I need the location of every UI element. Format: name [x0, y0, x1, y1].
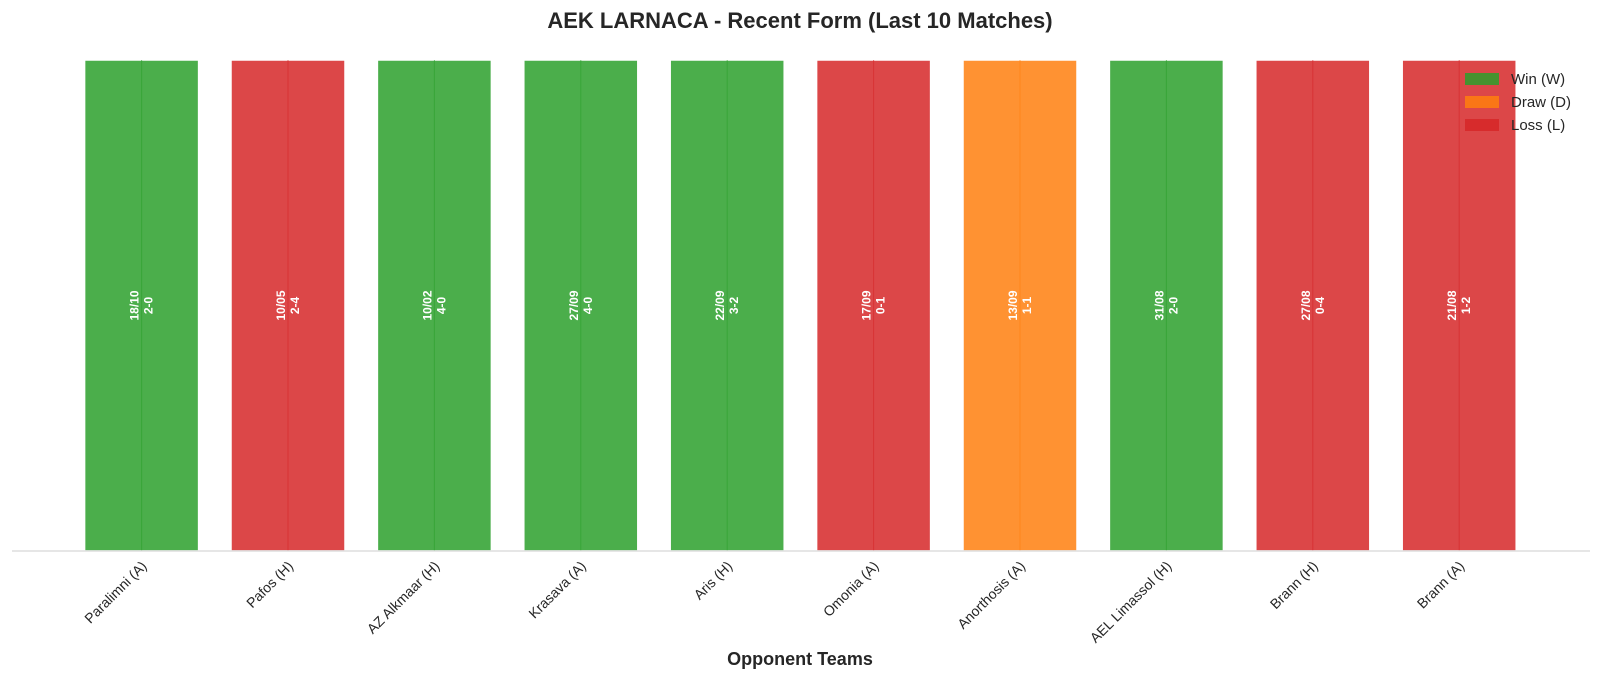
bar-label-9: 27/080-4 [1299, 290, 1327, 320]
bar-label-7: 13/091-1 [1006, 290, 1034, 320]
x-tick-label-4: Krasava (A) [525, 558, 589, 622]
x-axis-label: Opponent Teams [727, 649, 873, 669]
bar-label-3: 10/024-0 [420, 290, 448, 320]
bar-score-9: 0-4 [1313, 297, 1327, 315]
bar-date-9: 27/08 [1299, 290, 1313, 320]
bar-date-3: 10/02 [420, 290, 434, 320]
bar-date-6: 17/09 [860, 290, 874, 320]
chart-title: AEK LARNACA - Recent Form (Last 10 Match… [547, 8, 1052, 33]
x-tick-label-2: Pafos (H) [243, 558, 296, 611]
legend-label-l: Loss (L) [1511, 117, 1565, 134]
x-tick-label-8: AEL Limassol (H) [1087, 558, 1175, 646]
bar-label-1: 18/102-0 [128, 290, 156, 320]
legend: Win (W) Draw (D) Loss (L) [1465, 71, 1571, 134]
bar-score-3: 4-0 [434, 297, 448, 315]
bar-score-10: 1-2 [1459, 297, 1473, 315]
bar-date-5: 22/09 [713, 290, 727, 320]
bar-score-1: 2-0 [142, 297, 156, 315]
bar-label-10: 21/081-2 [1445, 290, 1473, 320]
bar-date-8: 31/08 [1152, 290, 1166, 320]
bar-date-1: 18/10 [128, 290, 142, 320]
x-tick-label-9: Brann (H) [1267, 558, 1321, 612]
legend-label-w: Win (W) [1511, 71, 1565, 88]
legend-swatch-d [1465, 96, 1499, 108]
bar-labels-group: 18/102-0 10/052-4 10/024-0 27/094-0 22/093-2… [128, 290, 1474, 320]
x-tick-label-10: Brann (A) [1414, 558, 1468, 612]
bar-label-6: 17/090-1 [860, 290, 888, 320]
x-tick-label-5: Aris (H) [690, 558, 735, 603]
x-tick-labels: Paralimni (A) Pafos (H) AZ Alkmaar (H) Kras… [81, 558, 1467, 646]
x-tick-label-6: Omonia (A) [820, 558, 882, 620]
bar-date-7: 13/09 [1006, 290, 1020, 320]
bar-label-8: 31/082-0 [1152, 290, 1180, 320]
bar-score-7: 1-1 [1020, 297, 1034, 315]
x-tick-label-3: AZ Alkmaar (H) [364, 558, 443, 637]
legend-swatch-l [1465, 119, 1499, 131]
bar-score-8: 2-0 [1166, 297, 1180, 315]
x-tick-label-7: Anorthosis (A) [954, 558, 1028, 632]
bar-score-6: 0-1 [874, 297, 888, 315]
bar-score-5: 3-2 [727, 297, 741, 315]
bar-score-4: 4-0 [581, 297, 595, 315]
bar-date-2: 10/05 [274, 290, 288, 320]
x-tick-label-1: Paralimni (A) [81, 558, 150, 627]
bar-label-5: 22/093-2 [713, 290, 741, 320]
bar-label-4: 27/094-0 [567, 290, 595, 320]
legend-label-d: Draw (D) [1511, 94, 1571, 111]
bar-date-10: 21/08 [1445, 290, 1459, 320]
bar-date-4: 27/09 [567, 290, 581, 320]
bars-group [83, 59, 1517, 552]
bar-label-2: 10/052-4 [274, 290, 302, 320]
bar-score-2: 2-4 [288, 297, 302, 315]
legend-swatch-w [1465, 73, 1499, 85]
